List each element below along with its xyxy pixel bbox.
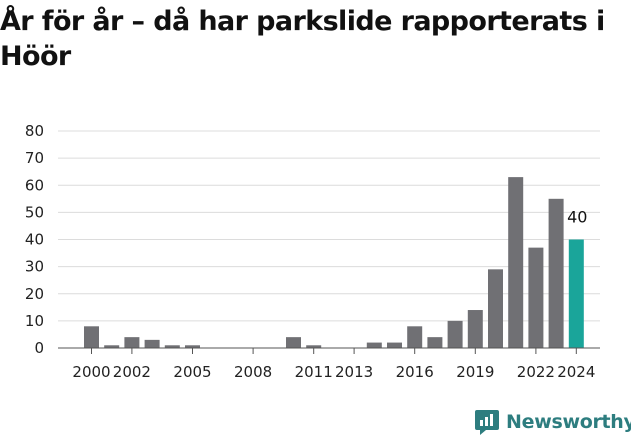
y-tick-label: 0	[34, 339, 44, 357]
bar-2004	[164, 345, 180, 348]
bar-2001	[104, 345, 120, 348]
bar-2015	[387, 342, 402, 348]
bar-2019	[467, 310, 483, 348]
bar-2010	[286, 337, 301, 348]
bar-2018	[447, 320, 463, 348]
x-tick-label: 2005	[173, 363, 211, 381]
y-tick-label: 70	[25, 149, 44, 167]
y-tick-label: 50	[25, 203, 44, 221]
newsworthy-logo: Newsworthy	[474, 406, 631, 438]
bar-2014	[366, 342, 382, 348]
bar-2005	[185, 345, 200, 348]
bar-2011	[306, 345, 322, 348]
x-tick-label: 2011	[295, 363, 333, 381]
y-axis-ticks: 0 10 20 30 40 50 60 70 80	[25, 122, 44, 357]
x-tick-label: 2024	[557, 363, 595, 381]
bar-2017	[427, 337, 443, 348]
x-tick-label: 2008	[234, 363, 272, 381]
bar-2016	[407, 326, 423, 348]
x-axis: 2000 2002 2005 2008 2011 2013 2016 2019 2022 2024	[58, 347, 600, 381]
y-tick-label: 40	[25, 231, 44, 249]
x-tick-label: 2022	[517, 363, 555, 381]
bar-2020	[488, 269, 503, 348]
x-tick-label: 2019	[456, 363, 494, 381]
x-tick-label: 2002	[113, 363, 151, 381]
newsworthy-chart-bubble-icon	[475, 410, 499, 435]
brand-name: Newsworthy	[506, 411, 631, 433]
x-tick-label: 2013	[335, 363, 373, 381]
chart-title: År för år – då har parkslide rapporterat…	[0, 6, 605, 72]
bar-2000	[84, 326, 99, 348]
bar-2024	[568, 239, 584, 348]
y-tick-label: 30	[25, 258, 44, 276]
y-tick-label: 80	[25, 122, 44, 140]
bar-2022	[528, 247, 544, 348]
y-tick-label: 10	[25, 312, 44, 330]
bar-2002	[124, 337, 140, 348]
bar-2023	[548, 198, 564, 348]
y-tick-label: 60	[25, 176, 44, 194]
bar-2021	[508, 177, 524, 348]
data-label-2024: 40	[567, 208, 587, 227]
x-tick-label: 2016	[396, 363, 434, 381]
bar-2003	[144, 339, 160, 348]
x-tick-label: 2000	[72, 363, 110, 381]
data-labels: 40	[567, 208, 587, 227]
y-tick-label: 20	[25, 285, 44, 303]
bars	[84, 177, 584, 348]
